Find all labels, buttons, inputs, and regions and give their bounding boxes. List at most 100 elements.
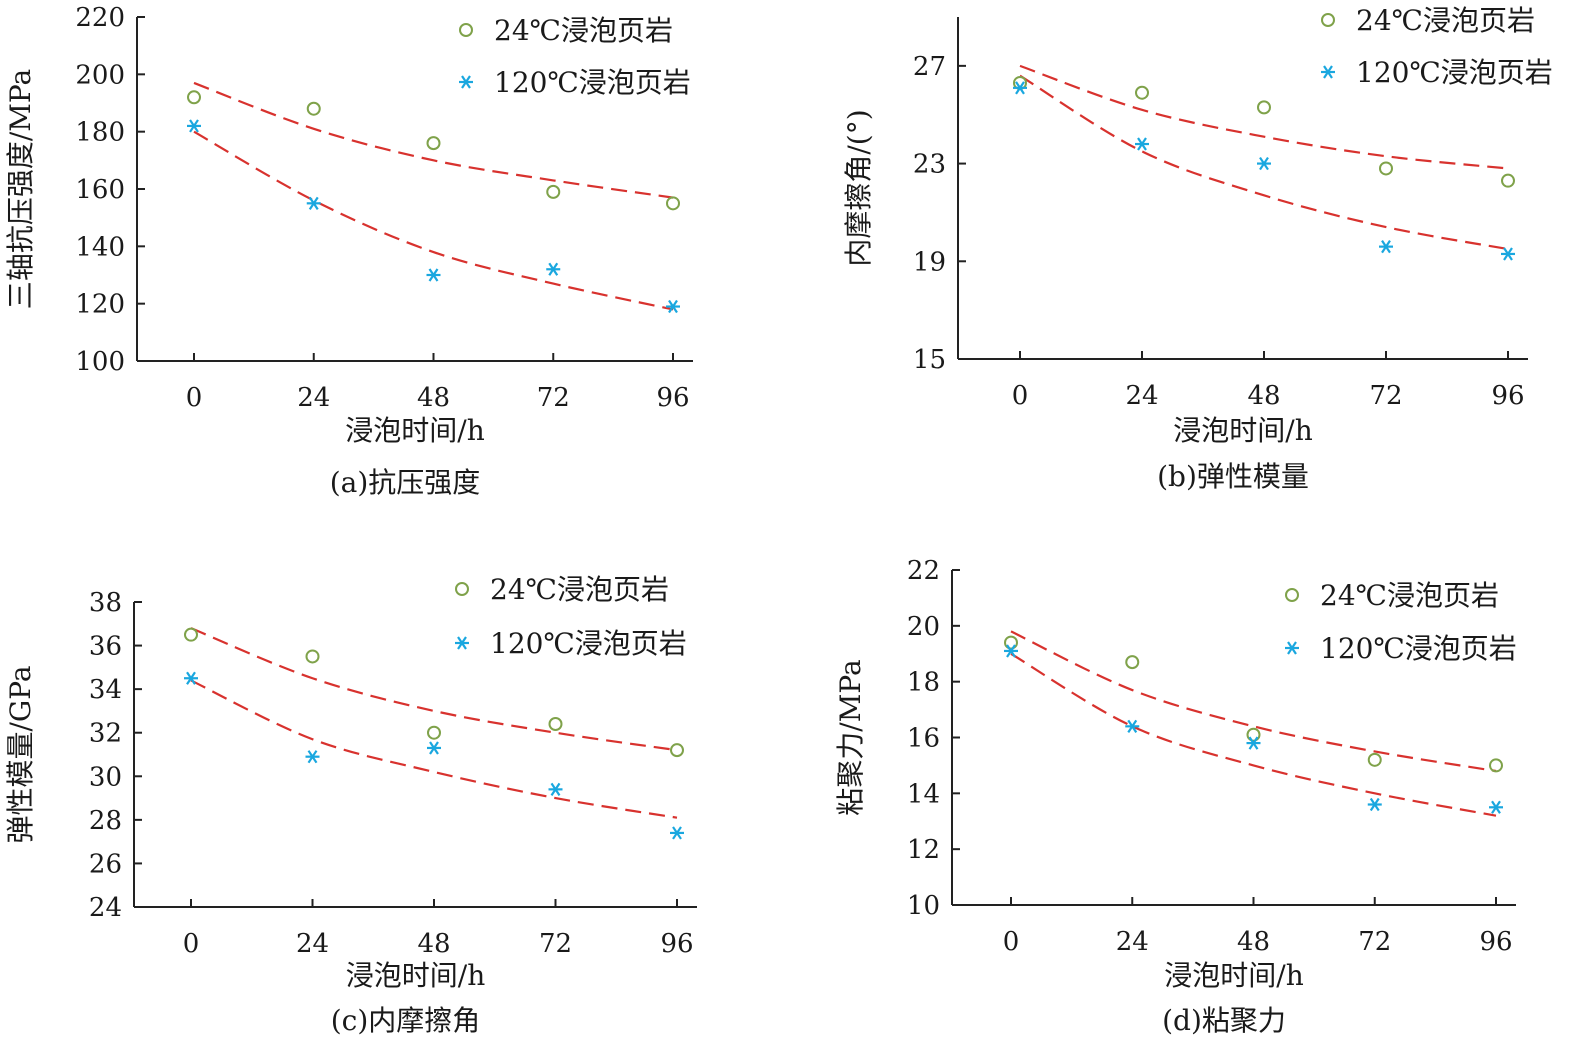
data-point-120c — [1004, 644, 1018, 658]
legend-label-120c: 120℃浸泡页岩 — [1320, 632, 1517, 665]
data-point-120c — [666, 299, 680, 314]
y-tick-label: 23 — [913, 150, 946, 180]
trend-line-1 — [193, 81, 674, 199]
y-tick-label: 28 — [89, 806, 122, 836]
y-tick-label: 10 — [907, 891, 940, 921]
legend-label-24c: 24℃浸泡页岩 — [490, 573, 669, 606]
x-tick-label: 96 — [656, 383, 689, 413]
x-tick-label: 48 — [417, 929, 450, 959]
data-point-120c — [1013, 81, 1027, 95]
x-axis-title: 浸泡时间/h — [346, 959, 485, 992]
x-tick-label: 72 — [539, 929, 572, 959]
y-tick-label: 180 — [75, 118, 125, 148]
asterisk-stroke — [1259, 156, 1269, 171]
data-point-120c — [1379, 240, 1393, 254]
data-point-120c — [1246, 736, 1261, 750]
trend-line-1 — [190, 627, 678, 752]
panel-caption: (c)内摩擦角 — [331, 1004, 481, 1037]
legend-marker-24c — [455, 582, 469, 596]
data-point-120c — [1125, 719, 1140, 733]
legend-label-120c: 120℃浸泡页岩 — [1356, 56, 1553, 89]
data-point-24c — [1135, 85, 1149, 100]
x-axis-title: 浸泡时间/h — [345, 414, 484, 447]
legend-marker-120c — [1285, 641, 1299, 655]
legend-marker-120c — [455, 636, 469, 650]
data-point-120c — [427, 741, 441, 755]
asterisk-stroke — [189, 119, 199, 133]
x-tick-label: 72 — [1358, 927, 1391, 957]
x-axis-title: 浸泡时间/h — [1173, 414, 1312, 447]
x-tick-label: 24 — [1125, 381, 1158, 411]
asterisk-stroke — [1369, 797, 1380, 812]
y-tick-label: 200 — [75, 60, 125, 90]
y-tick-label: 18 — [907, 668, 940, 698]
data-point-24c — [548, 717, 563, 731]
legend-label-24c: 24℃浸泡页岩 — [494, 14, 673, 47]
x-tick-label: 48 — [1247, 381, 1280, 411]
data-point-24c — [666, 196, 680, 211]
legend-marker-120c — [1321, 65, 1335, 79]
x-tick-label: 24 — [296, 929, 329, 959]
y-tick-label: 120 — [75, 290, 125, 320]
data-point-24c — [546, 184, 561, 199]
y-tick-label: 100 — [75, 347, 125, 377]
x-tick-label: 0 — [183, 929, 200, 959]
asterisk-stroke — [1491, 800, 1501, 814]
asterisk-stroke — [1381, 240, 1391, 254]
legend-label-24c: 24℃浸泡页岩 — [1320, 579, 1499, 612]
y-tick-label: 140 — [75, 232, 125, 262]
x-tick-label: 72 — [1369, 381, 1402, 411]
y-tick-label: 34 — [89, 675, 122, 705]
asterisk-stroke — [457, 636, 467, 650]
y-tick-label: 160 — [75, 175, 125, 205]
data-point-24c — [1489, 758, 1503, 773]
asterisk-stroke — [1015, 81, 1025, 95]
y-tick-label: 27 — [913, 52, 946, 82]
trend-line-2 — [1019, 74, 1509, 251]
y-tick-label: 38 — [89, 588, 122, 618]
x-tick-label: 96 — [1479, 927, 1512, 957]
x-tick-label: 0 — [186, 383, 203, 413]
data-point-24c — [305, 649, 320, 664]
x-axis-title: 浸泡时间/h — [1164, 959, 1303, 992]
legend-label-120c: 120℃浸泡页岩 — [494, 66, 691, 99]
legend-marker-24c — [1285, 588, 1299, 602]
data-point-120c — [1501, 247, 1515, 261]
x-tick-label: 24 — [297, 383, 330, 413]
y-tick-label: 36 — [89, 632, 122, 662]
data-point-120c — [546, 262, 561, 276]
y-axis-title: 粘聚力/MPa — [834, 659, 867, 815]
data-point-120c — [1257, 156, 1271, 171]
y-tick-label: 32 — [89, 719, 122, 749]
y-tick-label: 12 — [907, 835, 940, 865]
y-tick-label: 22 — [907, 556, 940, 586]
data-point-120c — [670, 826, 684, 840]
asterisk-stroke — [1248, 736, 1259, 750]
data-point-24c — [1257, 100, 1271, 115]
x-tick-label: 0 — [1012, 381, 1029, 411]
chart-panel-4: 10 12 14 16 18 20 22 0 24 48 72 96 24℃浸泡页岩 120℃浸泡页岩浸泡… — [834, 556, 1517, 1037]
x-tick-label: 96 — [1491, 381, 1524, 411]
asterisk-stroke — [308, 196, 319, 210]
asterisk-stroke — [550, 782, 561, 796]
asterisk-stroke — [186, 671, 196, 685]
panel-caption: (a)抗压强度 — [330, 466, 481, 499]
data-point-24c — [1125, 655, 1140, 670]
legend-marker-24c — [459, 23, 473, 37]
data-point-24c — [187, 90, 201, 105]
panel-caption: (d)粘聚力 — [1162, 1004, 1286, 1037]
chart-panel-1: 100 120 140 160 180 200 220 0 24 48 72 96 24℃浸泡页岩 120… — [4, 3, 693, 499]
y-tick-label: 15 — [913, 345, 946, 375]
x-tick-label: 0 — [1003, 927, 1020, 957]
trend-line-1 — [1019, 64, 1509, 170]
data-point-120c — [1489, 800, 1503, 814]
x-tick-label: 96 — [660, 929, 693, 959]
data-point-120c — [306, 196, 321, 210]
y-tick-label: 26 — [89, 849, 122, 879]
y-axis-title: 三轴抗压强度/MPa — [4, 69, 37, 309]
data-point-24c — [426, 136, 441, 151]
panel-caption: (b)弹性模量 — [1157, 460, 1309, 493]
legend-label-120c: 120℃浸泡页岩 — [490, 627, 687, 660]
data-point-24c — [670, 743, 684, 758]
